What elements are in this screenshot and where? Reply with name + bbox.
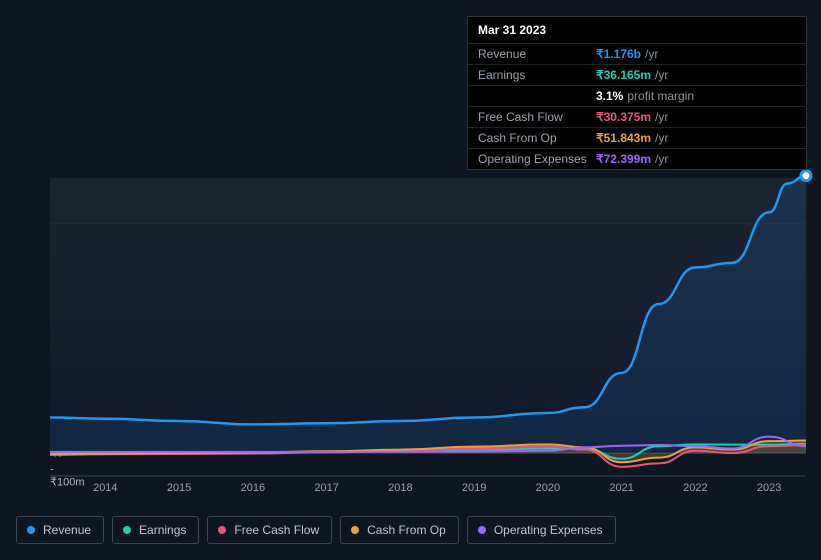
- tooltip-extra-text: profit margin: [627, 89, 694, 103]
- chart-plot-area[interactable]: [50, 178, 806, 476]
- x-tick-label: 2017: [314, 482, 338, 494]
- legend-dot-icon: [218, 526, 226, 534]
- tooltip-row: Earnings₹36.165m/yr: [468, 64, 806, 85]
- tooltip-row: Revenue₹1.176b/yr: [468, 43, 806, 64]
- x-tick-label: 2020: [536, 482, 560, 494]
- legend-item[interactable]: Cash From Op: [340, 516, 459, 544]
- tooltip-metric-value: ₹36.165m: [596, 68, 651, 82]
- tooltip-metric-label: Cash From Op: [478, 131, 596, 145]
- legend-item[interactable]: Revenue: [16, 516, 104, 544]
- tooltip-date: Mar 31 2023: [468, 17, 806, 43]
- tooltip-unit: /yr: [655, 68, 668, 82]
- chart-svg: [50, 178, 806, 476]
- x-tick-label: 2019: [462, 482, 486, 494]
- tooltip-row: Operating Expenses₹72.399m/yr: [468, 148, 806, 169]
- legend-label: Free Cash Flow: [234, 523, 319, 537]
- x-axis-labels: 2014 2015 2016 2017 2018 2019 2020 2021 2022 2023: [50, 482, 806, 502]
- legend-item[interactable]: Earnings: [112, 516, 199, 544]
- tooltip-metric-label: Revenue: [478, 47, 596, 61]
- legend-label: Operating Expenses: [494, 523, 603, 537]
- tooltip-extra-value: 3.1%: [596, 89, 623, 103]
- tooltip-metric-label: Operating Expenses: [478, 152, 596, 166]
- tooltip-metric-value: ₹51.843m: [596, 131, 651, 145]
- tooltip-metric-label: Earnings: [478, 68, 596, 82]
- tooltip-unit: /yr: [655, 110, 668, 124]
- tooltip-row: Free Cash Flow₹30.375m/yr: [468, 106, 806, 127]
- x-tick-label: 2015: [167, 482, 191, 494]
- legend-label: Cash From Op: [367, 523, 446, 537]
- x-tick-label: 2022: [683, 482, 707, 494]
- tooltip-unit: /yr: [655, 131, 668, 145]
- chart-container: ₹1b₹0-₹100m 2014201520162017201820192020…: [16, 160, 806, 500]
- tooltip-unit: /yr: [645, 47, 658, 61]
- x-tick-label: 2014: [93, 482, 117, 494]
- legend-label: Revenue: [43, 523, 91, 537]
- legend-dot-icon: [351, 526, 359, 534]
- legend-label: Earnings: [139, 523, 186, 537]
- legend: Revenue Earnings Free Cash Flow Cash From O…: [16, 516, 616, 544]
- chart-tooltip: Mar 31 2023Revenue₹1.176b/yrEarnings₹36.…: [467, 16, 807, 170]
- tooltip-row: 3.1% profit margin: [468, 85, 806, 106]
- tooltip-metric-value: ₹72.399m: [596, 152, 651, 166]
- tooltip-metric-value: ₹30.375m: [596, 110, 651, 124]
- tooltip-metric-value: ₹1.176b: [596, 47, 641, 61]
- legend-dot-icon: [27, 526, 35, 534]
- legend-dot-icon: [123, 526, 131, 534]
- x-tick-label: 2023: [757, 482, 781, 494]
- legend-item[interactable]: Free Cash Flow: [207, 516, 332, 544]
- x-tick-label: 2018: [388, 482, 412, 494]
- tooltip-row: Cash From Op₹51.843m/yr: [468, 127, 806, 148]
- legend-item[interactable]: Operating Expenses: [467, 516, 616, 544]
- tooltip-unit: /yr: [655, 152, 668, 166]
- legend-dot-icon: [478, 526, 486, 534]
- tooltip-metric-label: Free Cash Flow: [478, 110, 596, 124]
- x-tick-label: 2016: [241, 482, 265, 494]
- x-tick-label: 2021: [609, 482, 633, 494]
